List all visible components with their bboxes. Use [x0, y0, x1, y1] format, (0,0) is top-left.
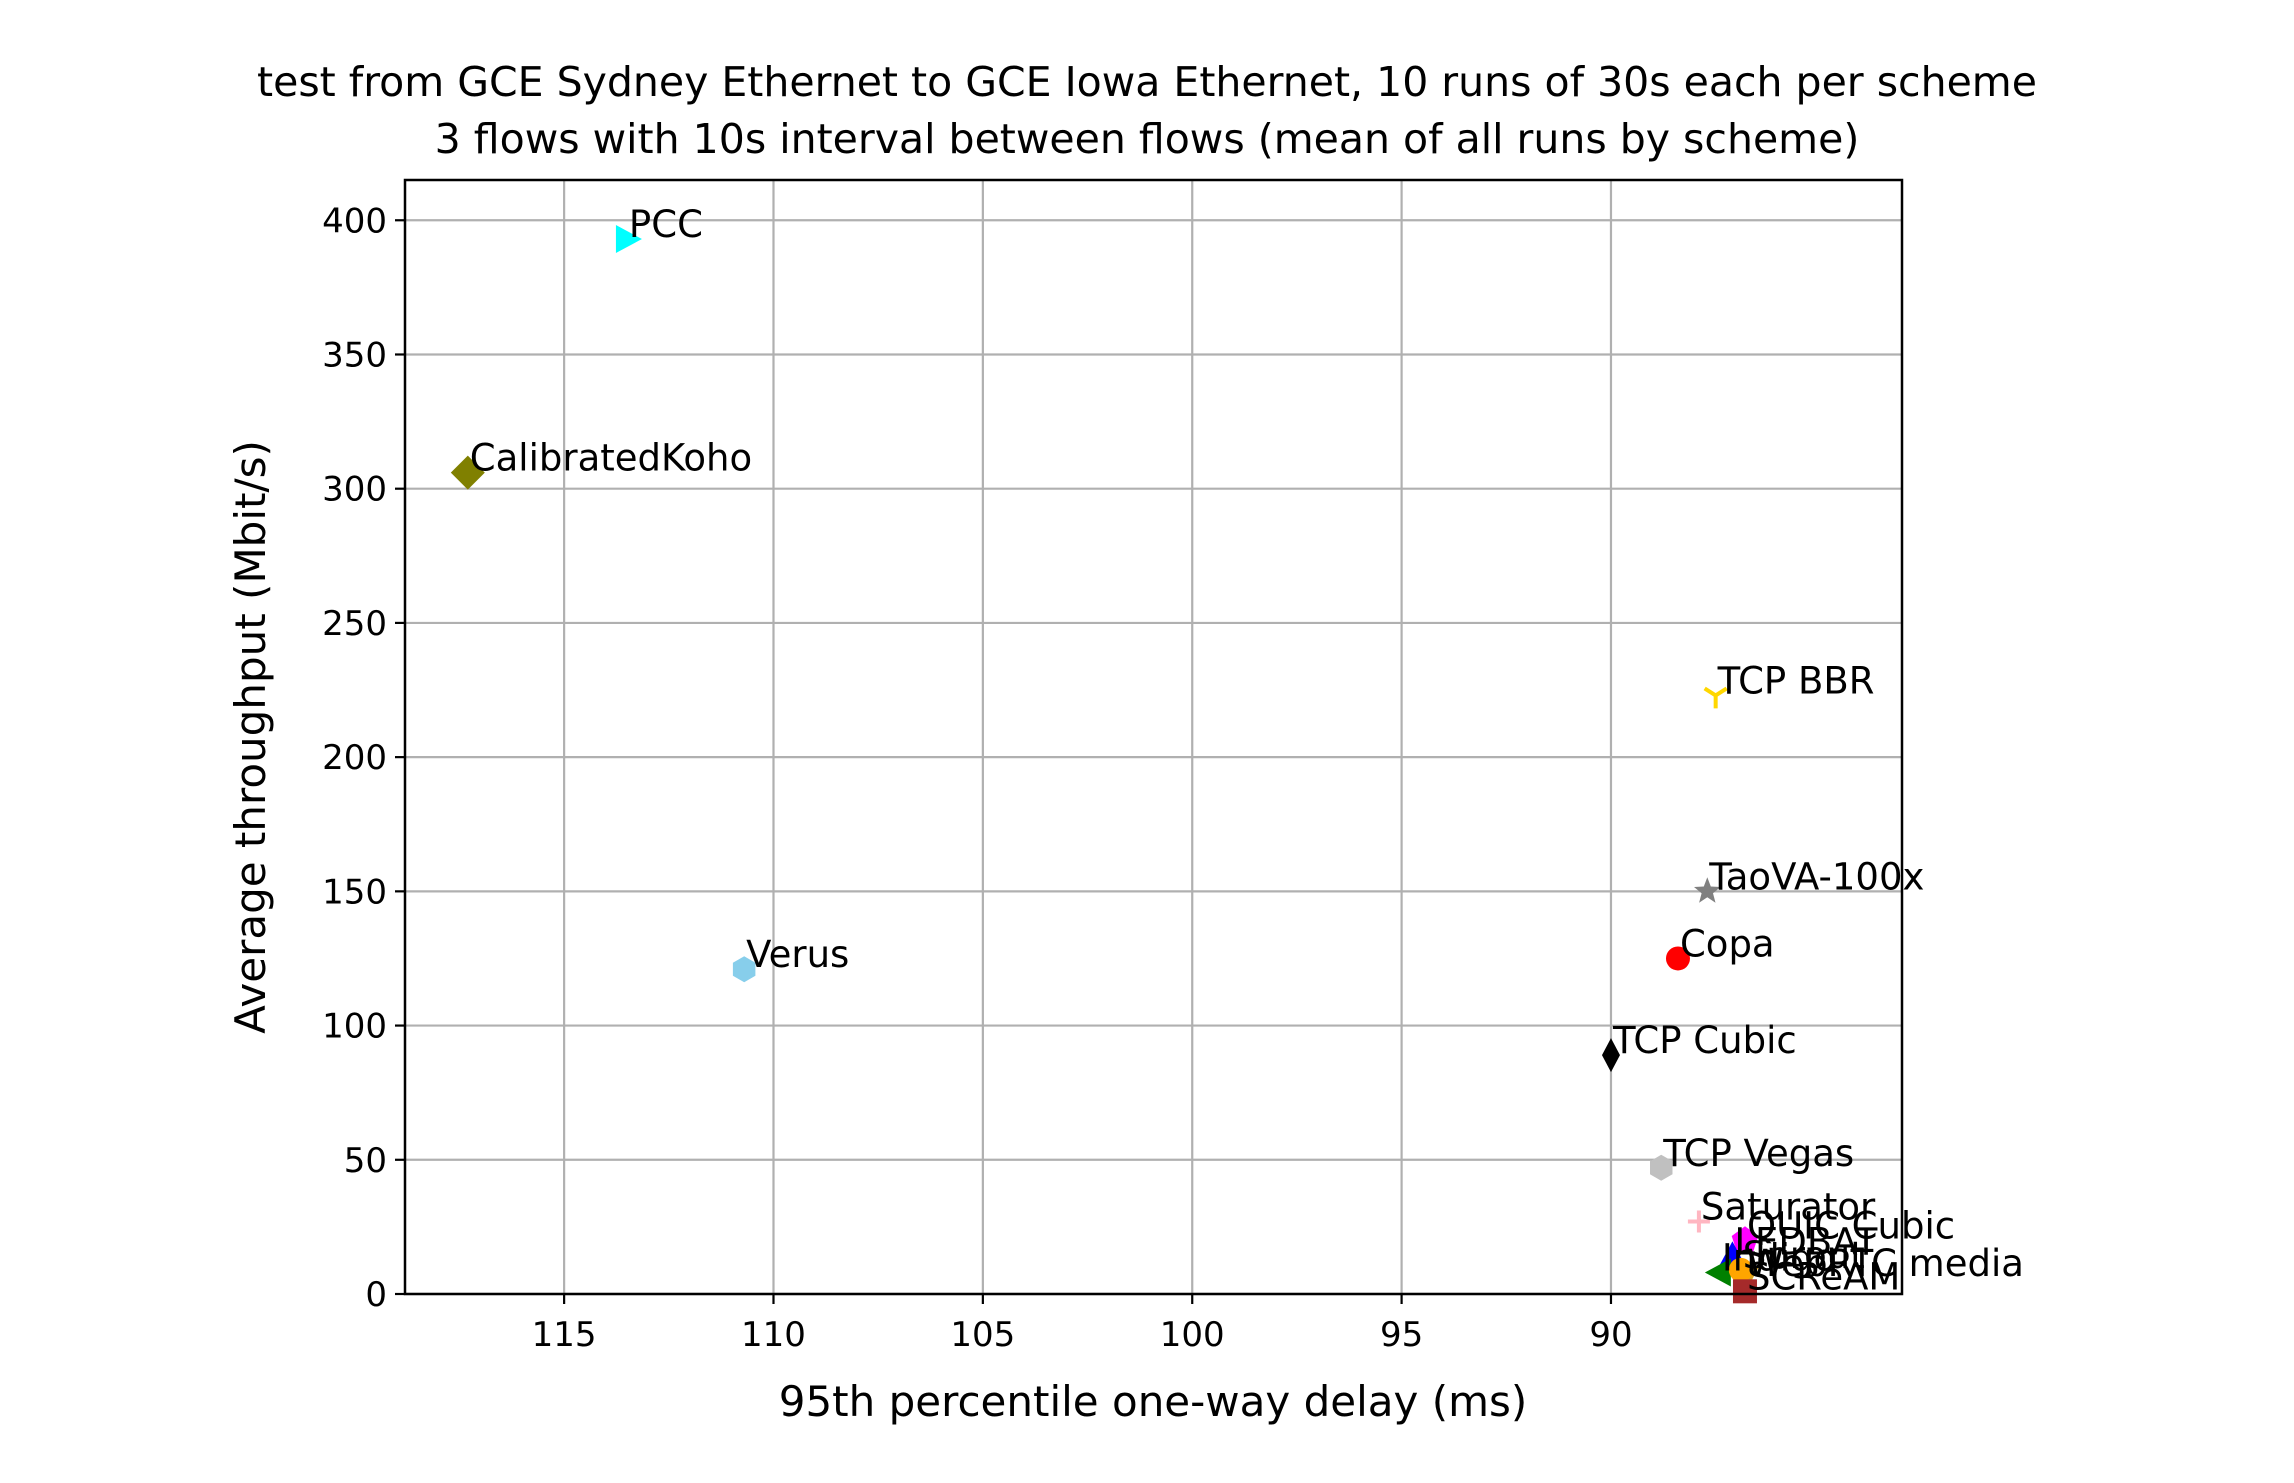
scream-label: SCReAM [1747, 1255, 1900, 1298]
quic-cubic-label: QUIC Cubic [1747, 1204, 1955, 1247]
chart-title: test from GCE Sydney Ethernet to GCE Iow… [257, 58, 2037, 106]
y-tick-label: 300 [322, 470, 387, 510]
quic-cubic-marker [1731, 1226, 1759, 1252]
data-points [450, 225, 1759, 1304]
copa-label: Copa [1680, 922, 1775, 965]
copa-marker [1665, 946, 1690, 971]
tcp-bbr-marker [1703, 686, 1728, 709]
pcc-label: PCC [629, 203, 703, 246]
grid [405, 180, 1902, 1296]
y-tick-label: 400 [322, 201, 387, 241]
taova-100x-marker [1694, 877, 1721, 903]
tcp-cubic-label: TCP Cubic [1612, 1019, 1797, 1062]
x-axis-label: 95th percentile one-way delay (ms) [779, 1377, 1528, 1426]
tcp-bbr-label: TCP BBR [1717, 659, 1875, 702]
x-tick-label: 90 [1589, 1315, 1632, 1355]
tcp-vegas-label: TCP Vegas [1662, 1132, 1854, 1175]
x-tick-label: 110 [741, 1315, 806, 1355]
y-axis-label: Average throughput (Mbit/s) [226, 440, 275, 1034]
scream-marker [1732, 1279, 1757, 1304]
x-tick-label: 95 [1380, 1315, 1423, 1355]
y-tick-label: 50 [344, 1141, 387, 1181]
sprout-label: Sprout [1743, 1234, 1865, 1277]
saturator-marker [1687, 1210, 1710, 1233]
y-tick-label: 150 [322, 872, 387, 912]
ledbat-label: LEDBAT [1734, 1220, 1877, 1263]
pcc-marker [615, 225, 642, 254]
tcp-vegas-marker [1650, 1154, 1673, 1181]
x-tick-label: 100 [1160, 1315, 1225, 1355]
axis-ticks: 115 110 105 100 95 90 0 50 100 150 200 250 300 350 400 [322, 201, 1633, 1355]
tcp-cubic-marker [1601, 1038, 1620, 1073]
webrtc-media-label: WebRTC media [1747, 1242, 2024, 1285]
y-tick-label: 350 [322, 335, 387, 375]
calibratedkoho-label: CalibratedKoho [470, 437, 752, 480]
chart-subtitle: 3 flows with 10s interval between flows … [435, 115, 1860, 163]
taova-100x-label: TaoVA-100x [1708, 855, 1924, 898]
indigo-label: Indigo [1722, 1237, 1836, 1280]
verus-label: Verus [746, 933, 849, 976]
y-tick-label: 200 [322, 738, 387, 778]
saturator-label: Saturator [1701, 1186, 1876, 1229]
calibratedkoho-marker [450, 455, 485, 490]
x-tick-label: 105 [950, 1315, 1015, 1355]
indigo-marker [1704, 1258, 1731, 1287]
sprout-marker [1728, 1257, 1753, 1282]
y-tick-label: 100 [322, 1007, 387, 1047]
y-tick-label: 250 [322, 604, 387, 644]
verus-marker [732, 956, 756, 983]
y-tick-label: 0 [365, 1275, 387, 1315]
plot-frame [403, 178, 1904, 1296]
x-tick-label: 115 [532, 1315, 597, 1355]
point-labels: PCC CalibratedKoho TCP BBR TaoVA-100x Copa Ve… [470, 203, 2024, 1298]
